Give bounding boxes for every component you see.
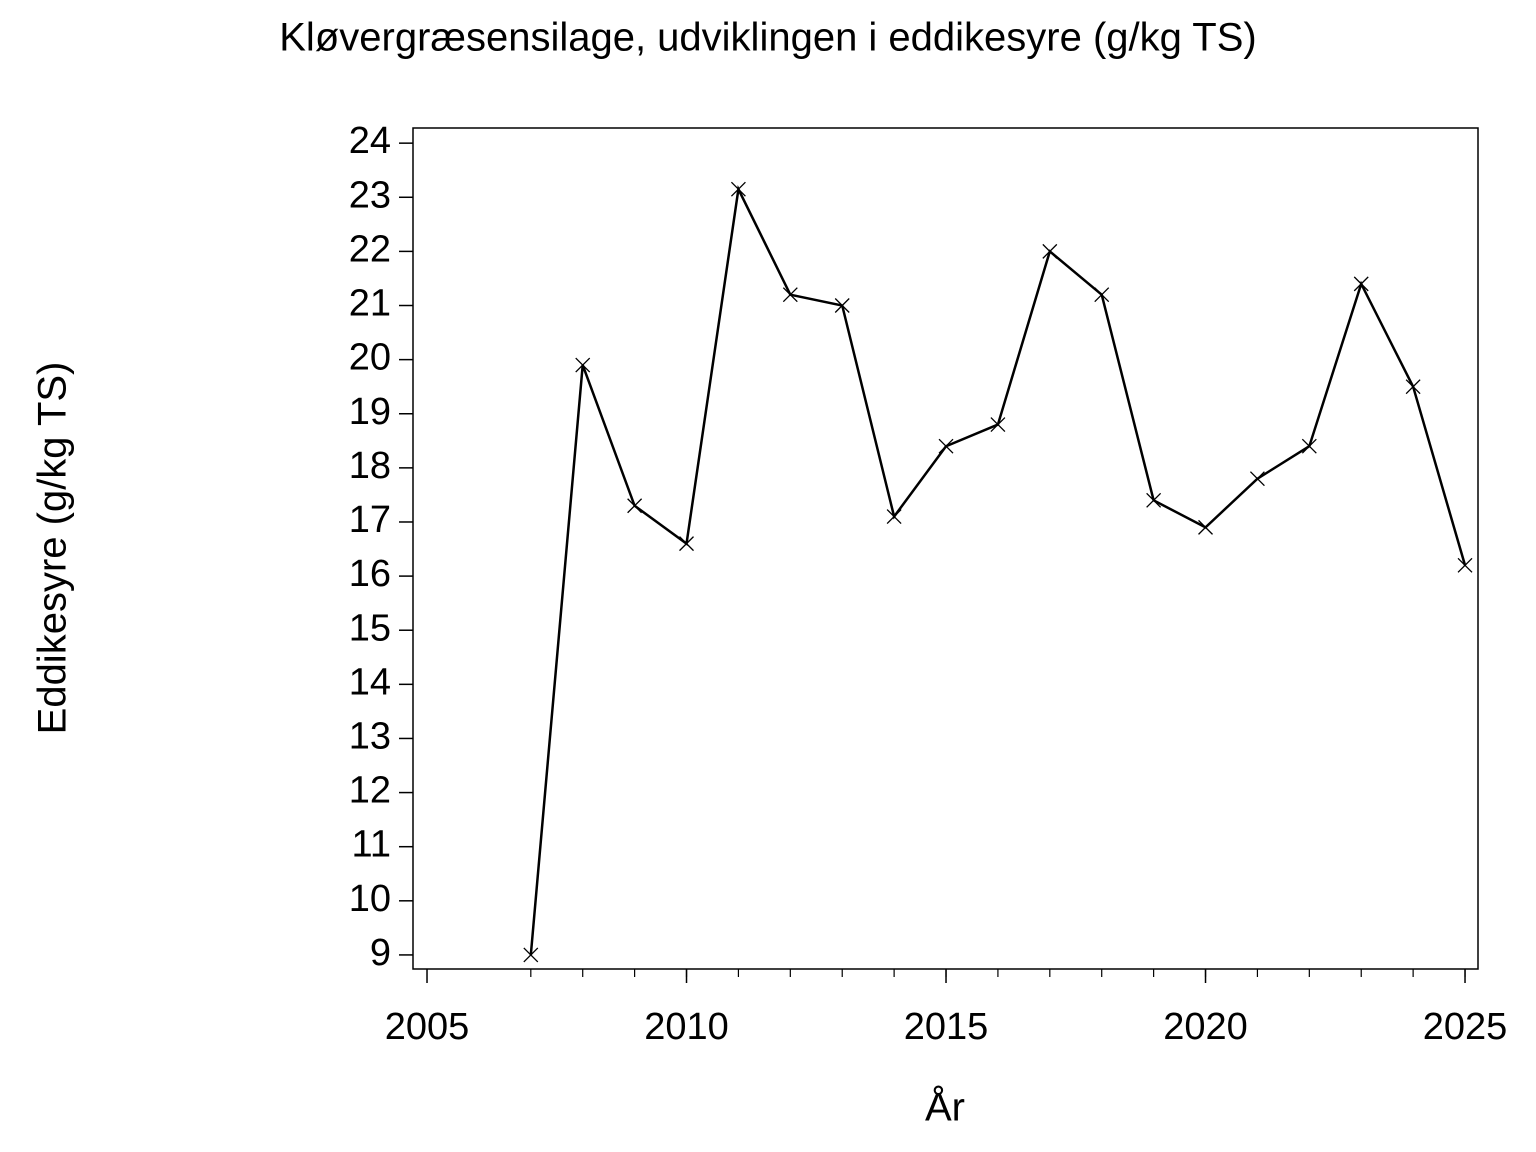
- marker: [1042, 243, 1058, 259]
- y-tick-label: 9: [370, 932, 391, 974]
- x-tick-label: 2025: [1423, 1006, 1508, 1048]
- marker: [990, 417, 1006, 433]
- x-axis-label: År: [925, 1085, 965, 1130]
- y-tick-label: 11: [352, 824, 391, 866]
- marker: [1094, 287, 1110, 303]
- y-tick-label: 23: [349, 174, 391, 216]
- y-tick-label: 14: [349, 661, 391, 703]
- chart-title: Kløvergræsensilage, udviklingen i eddike…: [279, 16, 1256, 60]
- y-tick-label: 22: [349, 228, 391, 270]
- y-tick-label: 18: [349, 445, 391, 487]
- y-tick-label: 24: [349, 120, 391, 162]
- marker: [679, 536, 694, 552]
- marker: [575, 357, 591, 373]
- y-tick-label: 19: [349, 391, 391, 433]
- y-tick-label: 13: [349, 715, 391, 757]
- marker: [886, 509, 902, 525]
- y-tick-label: 16: [349, 553, 391, 595]
- x-tick-label: 2005: [385, 1006, 470, 1048]
- line: [529, 184, 1467, 956]
- y-tick-label: 21: [349, 283, 391, 325]
- x-tick-label: 2015: [904, 1006, 989, 1048]
- marker: [627, 498, 643, 514]
- y-tick-label: 17: [349, 499, 391, 541]
- marker: [1249, 471, 1265, 487]
- marker: [730, 181, 746, 197]
- y-tick-label: 20: [349, 337, 391, 379]
- x-tick-label: 2010: [644, 1006, 729, 1048]
- y-tick-label: 10: [349, 878, 391, 920]
- marker: [1146, 492, 1162, 508]
- marker: [782, 287, 798, 303]
- marker: [1301, 438, 1317, 454]
- marker: [1457, 557, 1473, 573]
- marker: [1198, 519, 1213, 535]
- y-axis-label: Eddikesyre (g/kg TS): [31, 362, 75, 735]
- marker: [834, 298, 850, 313]
- marker: [523, 947, 539, 963]
- y-tick-label: 15: [349, 607, 391, 649]
- marker: [1353, 276, 1369, 292]
- y-tick-label: 12: [349, 770, 391, 812]
- x-tick-label: 2020: [1163, 1006, 1248, 1048]
- marker: [938, 438, 954, 454]
- plot-frame: [412, 127, 1479, 970]
- marker: [1405, 379, 1421, 395]
